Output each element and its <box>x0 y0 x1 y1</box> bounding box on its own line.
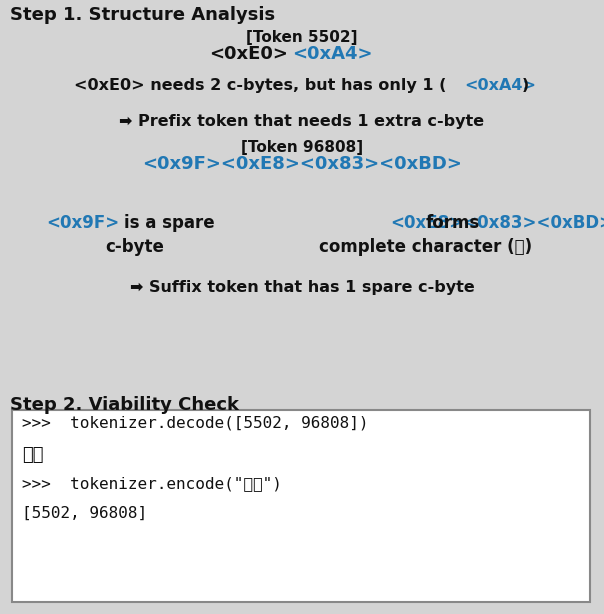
Text: <0x9F><0xE8><0x83><0xBD>: <0x9F><0xE8><0x83><0xBD> <box>142 155 462 173</box>
FancyBboxPatch shape <box>2 2 602 392</box>
Text: >>>  tokenizer.decode([5502, 96808]): >>> tokenizer.decode([5502, 96808]) <box>22 416 368 431</box>
Text: complete character (能): complete character (能) <box>320 238 533 256</box>
Text: Step 2. Viability Check: Step 2. Viability Check <box>10 396 239 414</box>
Text: で能: で能 <box>22 446 43 464</box>
Text: <0x9F>: <0x9F> <box>47 214 120 232</box>
Text: <0xA4>: <0xA4> <box>464 78 536 93</box>
Text: >>>  tokenizer.encode("で能"): >>> tokenizer.encode("で能") <box>22 476 282 491</box>
Text: <0xE0> needs 2 c-bytes, but has only 1 (: <0xE0> needs 2 c-bytes, but has only 1 ( <box>74 78 446 93</box>
FancyBboxPatch shape <box>2 394 602 612</box>
Text: ): ) <box>522 78 529 93</box>
Text: Step 1. Structure Analysis: Step 1. Structure Analysis <box>10 6 275 24</box>
Text: [Token 96808]: [Token 96808] <box>241 140 363 155</box>
Text: ➡ Suffix token that has 1 spare c-byte: ➡ Suffix token that has 1 spare c-byte <box>130 280 474 295</box>
FancyBboxPatch shape <box>168 36 436 74</box>
Text: <0xA4>: <0xA4> <box>292 45 373 63</box>
FancyBboxPatch shape <box>106 146 498 184</box>
Text: is a spare: is a spare <box>124 214 214 232</box>
Text: [5502, 96808]: [5502, 96808] <box>22 506 147 521</box>
Text: ➡ Prefix token that needs 1 extra c-byte: ➡ Prefix token that needs 1 extra c-byte <box>120 114 484 129</box>
Text: [Token 5502]: [Token 5502] <box>246 30 358 45</box>
Text: c-byte: c-byte <box>106 238 164 256</box>
Text: <0xE8><0x83><0xBD>: <0xE8><0x83><0xBD> <box>390 214 604 232</box>
Text: <0xE0>: <0xE0> <box>209 45 288 63</box>
FancyBboxPatch shape <box>12 410 590 602</box>
Text: forms: forms <box>426 214 480 232</box>
